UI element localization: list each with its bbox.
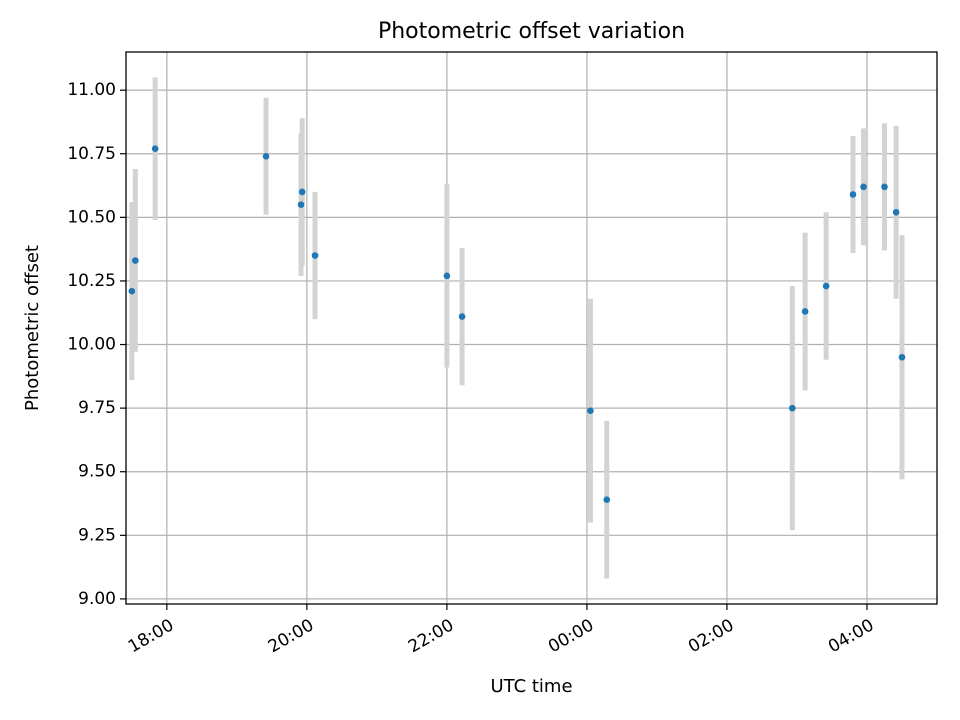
data-point [789, 404, 796, 412]
data-point [262, 152, 270, 160]
data-point [297, 201, 305, 208]
data-point [898, 353, 906, 361]
data-point [458, 313, 466, 320]
data-point [603, 496, 611, 504]
y-axis-label: Photometric offset [22, 245, 43, 411]
y-tick-label: 11.00 [67, 80, 116, 100]
y-tick-label: 10.25 [67, 271, 116, 291]
data-point [822, 282, 830, 290]
plot-frame [125, 51, 938, 605]
data-points [128, 145, 906, 504]
data-point [801, 308, 809, 315]
y-tick-label: 9.25 [78, 525, 116, 545]
y-tick-label: 10.50 [67, 207, 116, 227]
data-point [311, 252, 319, 259]
data-point [132, 257, 139, 264]
y-tick-label: 9.75 [78, 398, 116, 418]
y-tick-label: 10.75 [67, 144, 116, 164]
data-point [298, 188, 306, 196]
y-tick-label: 9.00 [78, 589, 116, 609]
plot-area [126, 52, 937, 604]
chart-title: Photometric offset variation [378, 19, 685, 44]
y-tick-label: 10.00 [67, 335, 116, 355]
grid-lines [126, 52, 937, 604]
data-point [849, 191, 857, 198]
y-axis-ticks: 9.00 9.25 9.50 9.75 10.00 10.25 10.50 10.75 11.0… [67, 80, 126, 609]
data-point [587, 407, 594, 414]
data-point [443, 272, 451, 280]
data-point [881, 183, 888, 191]
y-tick-label: 9.50 [78, 462, 116, 482]
data-point [151, 145, 159, 152]
data-point [860, 183, 867, 191]
x-axis-label: UTC time [490, 676, 572, 697]
data-point [892, 208, 900, 216]
data-point [128, 287, 136, 295]
